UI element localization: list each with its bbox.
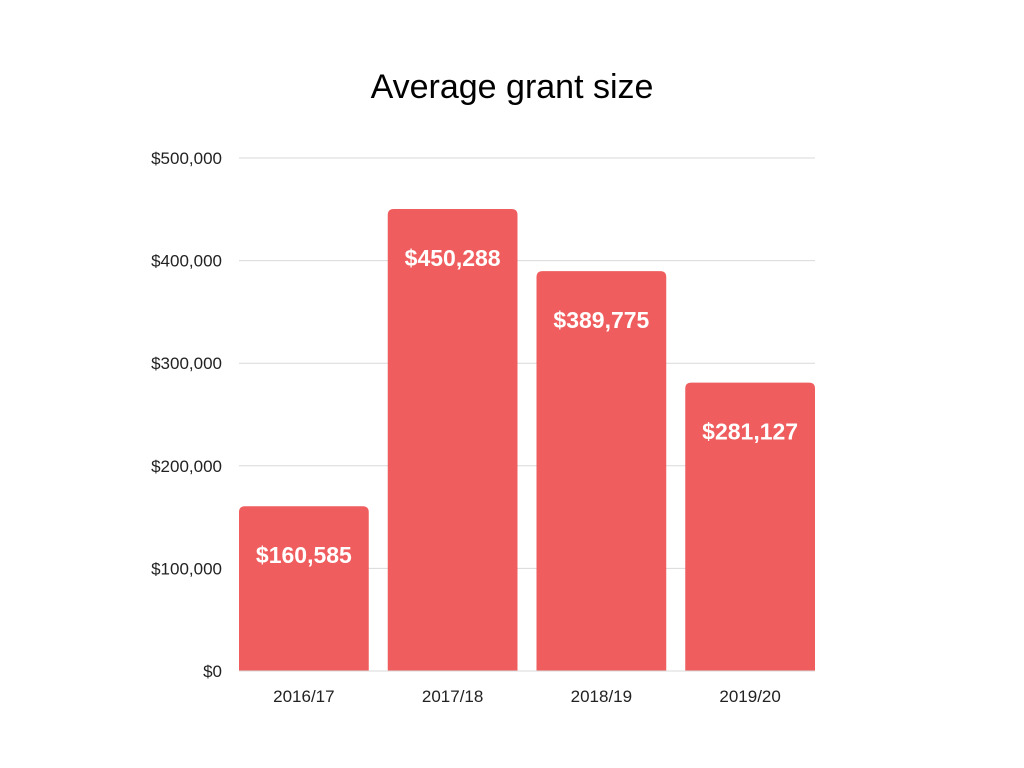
x-tick-label: 2017/18 [422,687,483,706]
bar [685,382,815,671]
data-label: $160,585 [256,542,352,568]
chart-title: Average grant size [370,68,654,106]
data-label: $450,288 [405,245,501,271]
y-tick-label: $200,000 [151,457,222,476]
bar [387,209,518,671]
bar [536,271,667,671]
y-tick-label: $500,000 [151,149,222,168]
y-tick-label: $100,000 [151,559,222,578]
data-label: $389,775 [553,307,649,333]
x-tick-label: 2016/17 [273,687,334,706]
x-tick-label: 2018/19 [571,687,632,706]
y-tick-label: $0 [203,662,222,681]
data-label: $281,127 [702,419,798,445]
bar [239,506,369,671]
y-tick-label: $300,000 [151,354,222,373]
y-tick-label: $400,000 [151,252,222,271]
x-tick-label: 2019/20 [719,687,780,706]
